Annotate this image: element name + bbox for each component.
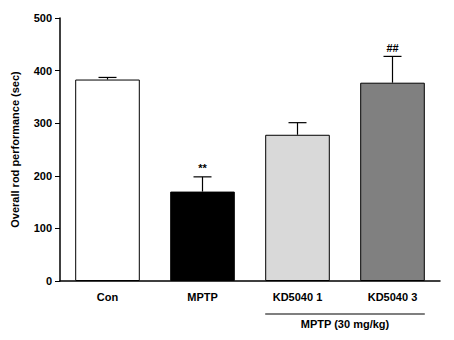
svg-text:**: ** xyxy=(198,162,207,174)
svg-text:MPTP (30 mg/kg): MPTP (30 mg/kg) xyxy=(301,318,390,330)
svg-text:500: 500 xyxy=(34,12,52,24)
svg-text:KD5040 3: KD5040 3 xyxy=(368,291,418,303)
svg-text:MPTP: MPTP xyxy=(187,291,218,303)
svg-text:200: 200 xyxy=(34,170,52,182)
svg-text:##: ## xyxy=(386,42,398,54)
svg-text:Con: Con xyxy=(97,291,119,303)
svg-text:400: 400 xyxy=(34,65,52,77)
svg-text:Overall rod performance (sec): Overall rod performance (sec) xyxy=(9,71,21,228)
svg-text:300: 300 xyxy=(34,117,52,129)
svg-text:0: 0 xyxy=(46,275,52,287)
svg-text:KD5040 1: KD5040 1 xyxy=(273,291,323,303)
svg-text:100: 100 xyxy=(34,222,52,234)
